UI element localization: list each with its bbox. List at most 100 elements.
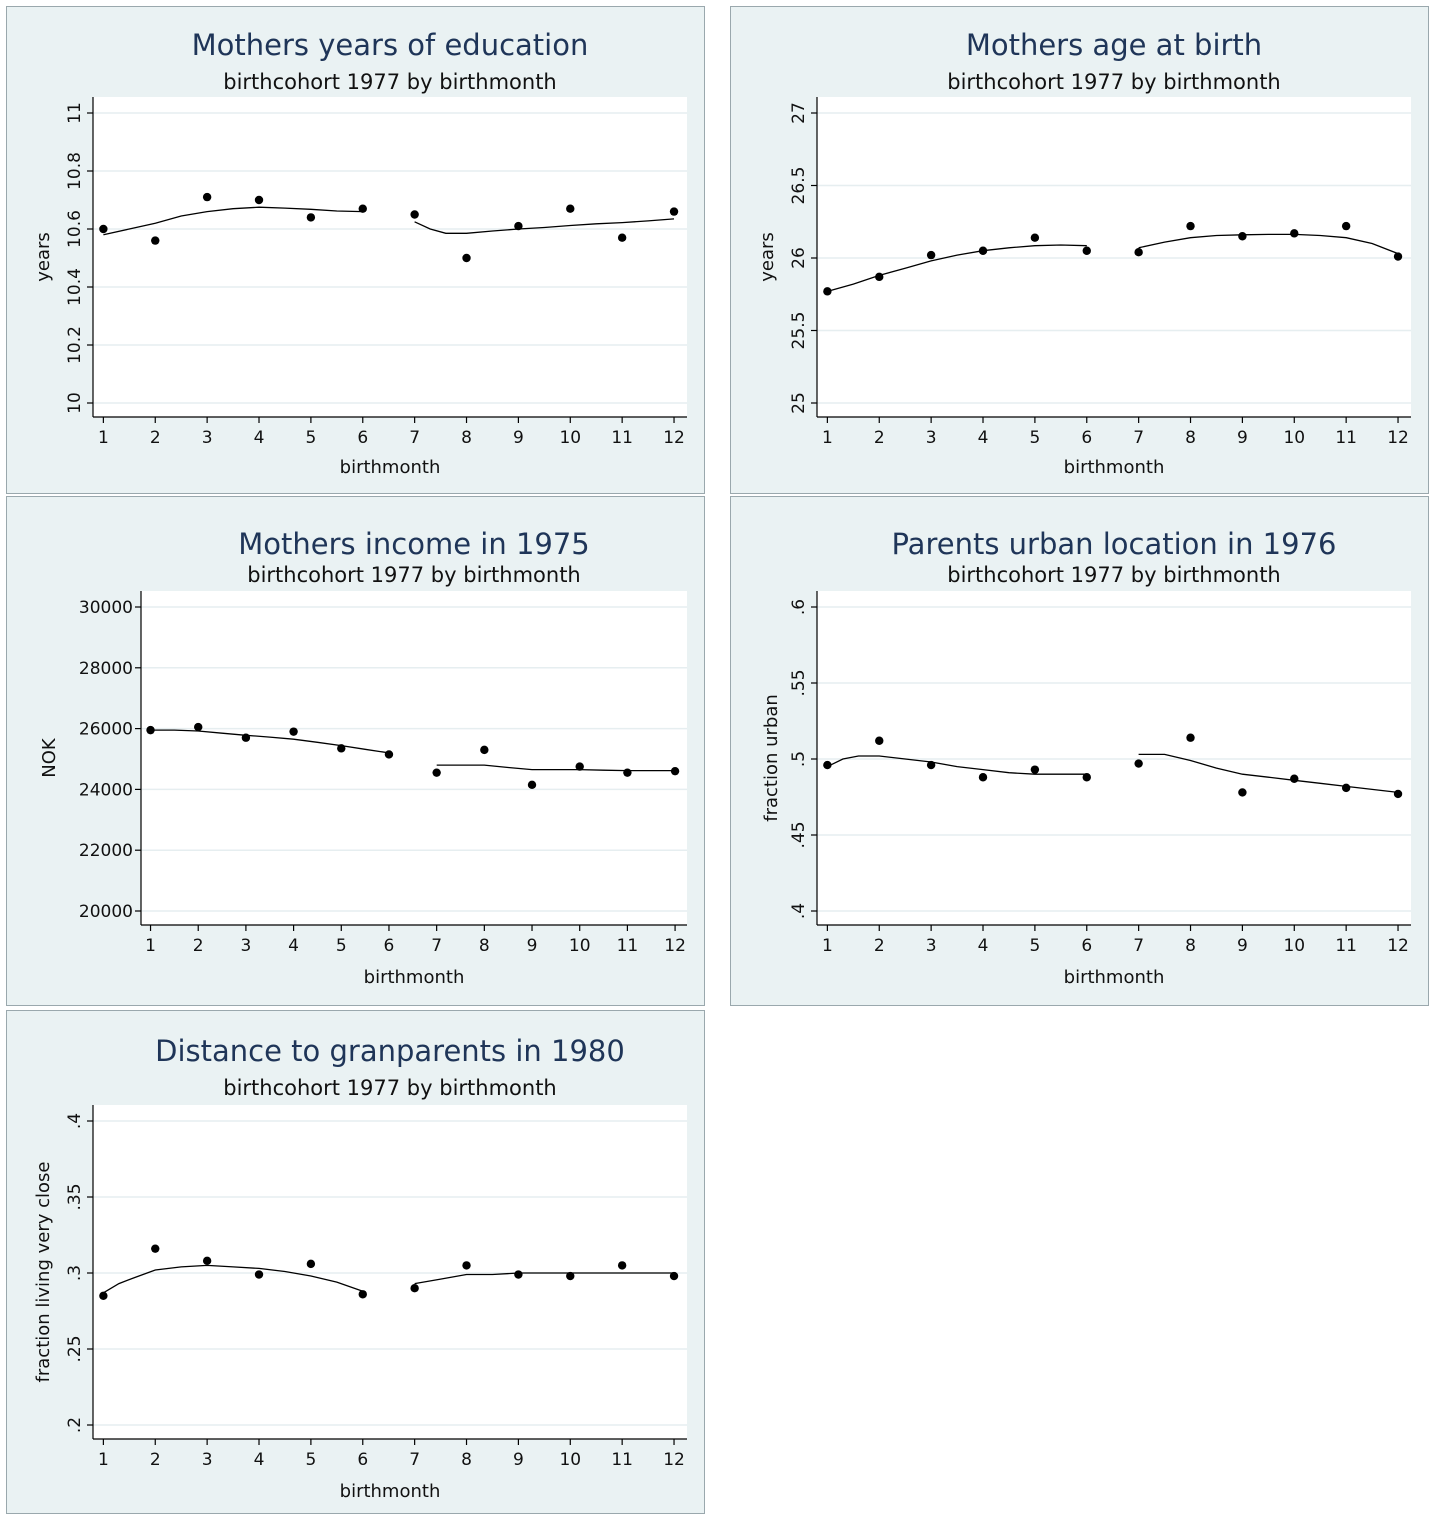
x-tick-label: 10 — [559, 1450, 581, 1470]
data-point — [99, 1291, 108, 1300]
y-axis-label: fraction living very close — [33, 1162, 54, 1383]
chart-title: Mothers income in 1975 — [238, 527, 590, 561]
data-point — [527, 780, 537, 790]
data-point — [99, 224, 108, 234]
x-tick-label: 12 — [1387, 428, 1409, 448]
chart-subtitle: birthcohort 1977 by birthmonth — [247, 563, 581, 587]
panel-urban-location: .4.45.5.55.6 1 2 3 4 5 6 7 8 9 10 11 12 Parents urban… — [730, 496, 1429, 1006]
fit-line — [1138, 233, 1399, 255]
y-tick-label: .45 — [789, 821, 809, 848]
data-point — [254, 195, 264, 205]
data-point — [306, 1259, 316, 1269]
fit-line — [1138, 753, 1399, 794]
fit-line — [150, 729, 390, 754]
y-tick-label: .4 — [65, 1113, 85, 1129]
x-tick-label: 6 — [1081, 936, 1092, 956]
x-tick-label: 10 — [1283, 936, 1305, 956]
data-point — [151, 236, 160, 245]
panel-mothers-income: 20000 22000 24000 26000 28000 30000 1 2 3 4 5 6 7 8 9 1… — [6, 496, 705, 1006]
x-tick-label: 4 — [978, 936, 989, 956]
y-tick-label: 27 — [789, 102, 809, 124]
x-tick-label: 11 — [611, 428, 633, 448]
x-tick-label: 9 — [513, 1450, 524, 1470]
y-tick-label: 11 — [65, 102, 85, 124]
x-tick-label: 3 — [202, 428, 213, 448]
chart-subtitle: birthcohort 1977 by birthmonth — [223, 70, 557, 94]
x-tick-label: 7 — [1133, 936, 1144, 956]
fit-line — [436, 764, 676, 772]
data-point — [670, 766, 680, 776]
data-point — [1186, 221, 1195, 231]
x-tick-label: 5 — [305, 1450, 316, 1470]
plot-area — [93, 97, 687, 417]
y-tick-label: 10.6 — [65, 210, 85, 248]
chart-title: Distance to granparents in 1980 — [155, 1034, 625, 1068]
x-tick-label: 11 — [611, 1450, 633, 1470]
fit-line — [414, 1272, 674, 1285]
x-axis-label: birthmonth — [340, 1481, 441, 1502]
y-tick-label: 24000 — [79, 780, 133, 800]
x-tick-label: 4 — [254, 1450, 265, 1470]
x-tick-label: 2 — [150, 428, 161, 448]
data-point — [480, 745, 489, 755]
data-point — [1030, 233, 1040, 242]
chart-title: Mothers years of education — [192, 28, 589, 62]
x-tick-label: 2 — [193, 936, 204, 956]
x-tick-label: 10 — [569, 936, 591, 956]
y-tick-label: .35 — [65, 1183, 85, 1210]
x-tick-label: 5 — [1029, 936, 1040, 956]
x-axis-label: birthmonth — [1064, 967, 1165, 988]
data-point — [623, 768, 632, 777]
data-point — [669, 207, 679, 216]
panel-grandparents-distance: .2.25.3.35.4 1 2 3 4 5 6 7 8 9 10 11 12 Distance to g… — [6, 1010, 705, 1514]
x-tick-label: 9 — [513, 428, 524, 448]
data-point — [875, 736, 884, 745]
x-tick-label: 10 — [559, 428, 581, 448]
data-point — [875, 272, 884, 282]
y-tick-label: 26.5 — [789, 167, 809, 205]
data-point — [926, 250, 936, 260]
x-tick-label: 7 — [409, 1450, 420, 1470]
data-point — [823, 287, 832, 296]
y-tick-label: 25 — [789, 392, 809, 414]
x-tick-label: 5 — [1029, 428, 1040, 448]
data-point — [1393, 789, 1403, 799]
x-axis-label: birthmonth — [364, 967, 465, 988]
data-point — [462, 253, 471, 263]
y-tick-label: 30000 — [79, 598, 133, 618]
data-point — [1238, 232, 1247, 241]
data-point — [1290, 229, 1299, 238]
fit-line — [827, 755, 1087, 775]
x-tick-label: 1 — [98, 1450, 109, 1470]
data-point — [617, 233, 627, 242]
plot-area — [141, 591, 687, 925]
panel-mothers-age: 25 25.5 26 26.5 27 1 2 3 4 5 6 7 8 9 10 11 12 Mothers age… — [730, 6, 1429, 494]
data-point — [1393, 252, 1403, 261]
data-point — [151, 1244, 160, 1253]
y-tick-label: 25.5 — [789, 312, 809, 350]
fit-line — [827, 244, 1087, 293]
data-point — [384, 750, 394, 759]
x-tick-label: 12 — [1387, 936, 1409, 956]
x-axis-label: birthmonth — [1064, 457, 1165, 478]
x-tick-label: 8 — [461, 1450, 472, 1470]
x-tick-label: 4 — [288, 936, 299, 956]
data-point — [289, 727, 298, 736]
x-tick-label: 4 — [254, 428, 265, 448]
y-axis-label: years — [757, 232, 778, 282]
y-axis-label: fraction urban — [761, 694, 782, 822]
data-point — [1134, 248, 1143, 257]
y-axis-label: years — [33, 232, 54, 282]
x-tick-label: 1 — [145, 936, 156, 956]
data-point — [432, 768, 441, 777]
x-tick-label: 3 — [202, 1450, 213, 1470]
data-point — [978, 773, 988, 782]
data-point — [410, 210, 419, 219]
x-tick-label: 6 — [357, 1450, 368, 1470]
x-tick-label: 9 — [1237, 936, 1248, 956]
data-point — [358, 1290, 367, 1299]
